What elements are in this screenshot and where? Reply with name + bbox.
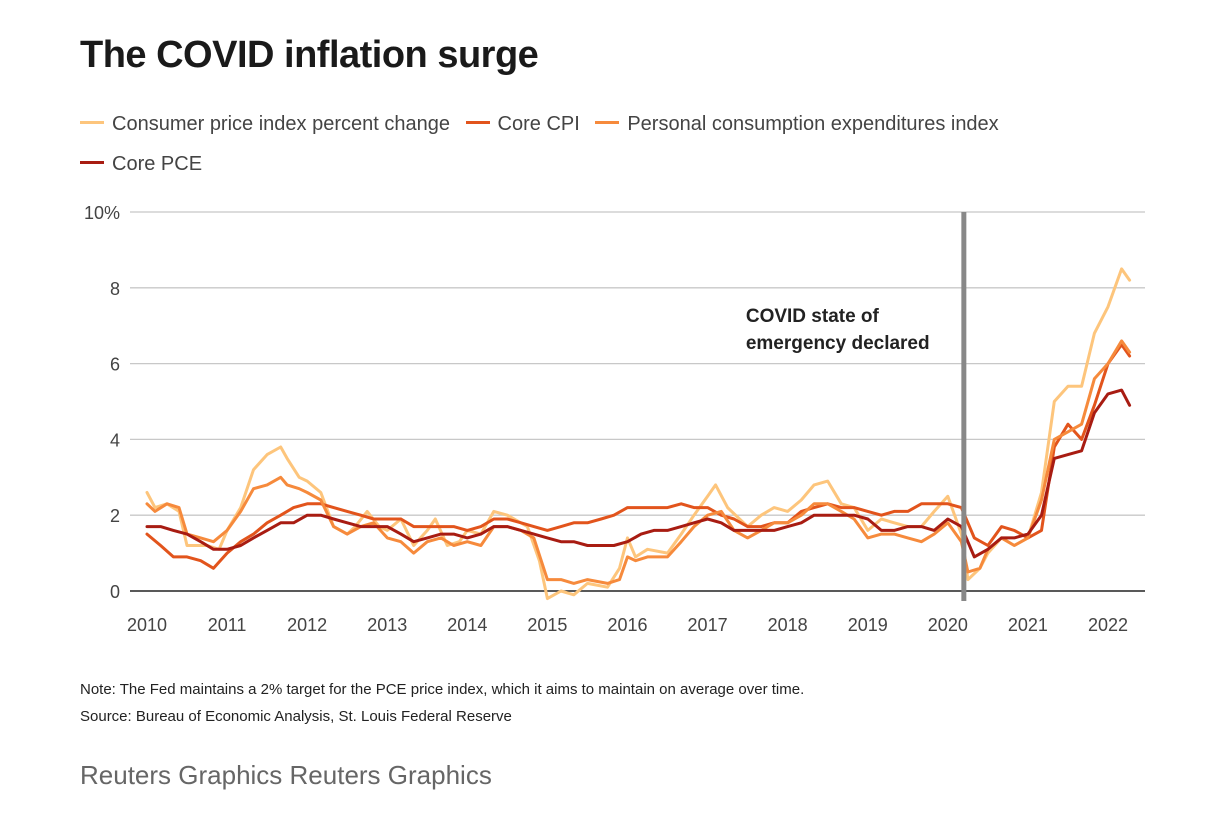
legend-label: Personal consumption expenditures index bbox=[627, 113, 999, 135]
series-line-core-cpi bbox=[145, 343, 1132, 570]
series-line-consumer-price-index-percent-change bbox=[145, 267, 1132, 601]
y-axis: 0 2 4 6 8 10% bbox=[84, 203, 120, 602]
chart-title: The COVID inflation surge bbox=[80, 34, 539, 76]
annotation: COVID state of emergency declared bbox=[746, 212, 967, 601]
x-tick-label: 2014 bbox=[447, 615, 487, 635]
x-tick-label: 2020 bbox=[928, 615, 968, 635]
x-tick-label: 2010 bbox=[127, 615, 167, 635]
y-tick-label: 8 bbox=[110, 279, 120, 299]
legend-item-pce: Personal consumption expenditures index bbox=[595, 104, 999, 144]
annotation-label: COVID state of bbox=[746, 306, 880, 327]
x-tick-label: 2015 bbox=[527, 615, 567, 635]
legend: Consumer price index percent change Core… bbox=[80, 104, 1080, 184]
legend-item-core-pce: Core PCE bbox=[80, 144, 202, 184]
legend-swatch-pce bbox=[595, 121, 620, 125]
legend-label: Core PCE bbox=[112, 153, 203, 175]
x-axis: 2010 2011 2012 2013 2014 2015 2016 2017 2018 2019… bbox=[127, 615, 1128, 635]
legend-label: Consumer price index percent change bbox=[112, 113, 450, 135]
x-tick-label: 2022 bbox=[1088, 615, 1128, 635]
series-lines bbox=[145, 267, 1132, 601]
footnote: Note: The Fed maintains a 2% target for … bbox=[80, 676, 804, 730]
y-tick-label: 0 bbox=[110, 582, 120, 602]
y-tick-label: 4 bbox=[110, 430, 120, 450]
legend-item-core-cpi: Core CPI bbox=[465, 104, 580, 144]
annotation-label: emergency declared bbox=[746, 333, 930, 354]
series-line-core-pce bbox=[145, 388, 1132, 559]
credit: Reuters Graphics Reuters Graphics bbox=[80, 760, 492, 790]
legend-swatch-core-pce bbox=[80, 161, 104, 165]
y-tick-label: 6 bbox=[110, 355, 120, 375]
series-line-personal-consumption-expenditures-index bbox=[145, 339, 1132, 585]
legend-label: Core CPI bbox=[497, 113, 580, 135]
legend-item-cpi: Consumer price index percent change bbox=[80, 104, 450, 144]
y-tick-label: 2 bbox=[110, 506, 120, 526]
x-tick-label: 2019 bbox=[848, 615, 888, 635]
x-tick-label: 2011 bbox=[208, 615, 247, 635]
gridlines bbox=[130, 211, 1145, 592]
x-tick-label: 2012 bbox=[287, 615, 327, 635]
x-tick-label: 2021 bbox=[1008, 615, 1048, 635]
x-tick-label: 2016 bbox=[607, 615, 647, 635]
source-text: Source: Bureau of Economic Analysis, St.… bbox=[80, 708, 512, 725]
x-tick-label: 2017 bbox=[688, 615, 728, 635]
x-tick-label: 2013 bbox=[367, 615, 407, 635]
note-text: Note: The Fed maintains a 2% target for … bbox=[80, 681, 805, 698]
x-tick-label: 2018 bbox=[768, 615, 808, 635]
legend-swatch-core-cpi bbox=[465, 121, 490, 125]
legend-swatch-cpi bbox=[80, 121, 104, 125]
y-tick-label: 10% bbox=[84, 203, 120, 223]
